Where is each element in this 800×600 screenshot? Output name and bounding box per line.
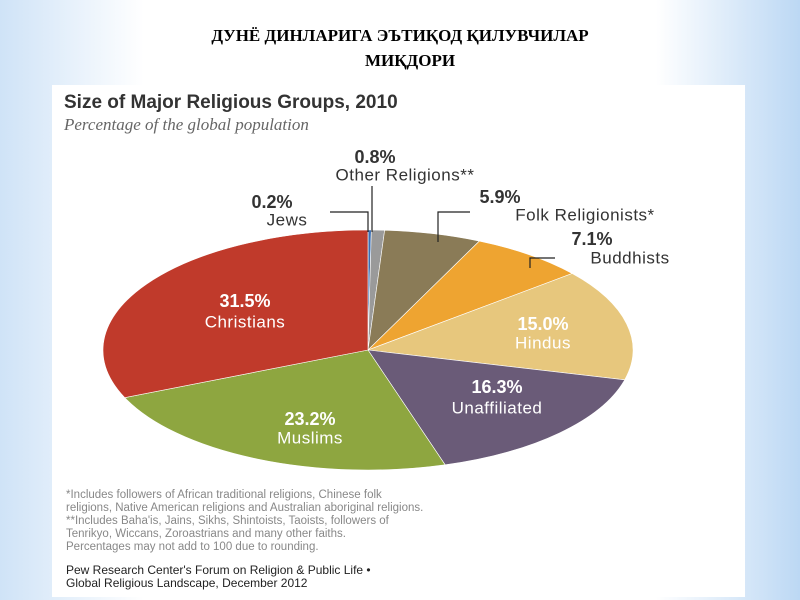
chart-title: Size of Major Religious Groups, 2010	[64, 92, 398, 113]
category-label: Other Religions**	[336, 165, 475, 184]
pie-slice	[367, 349, 626, 466]
category-label: Hindus	[515, 333, 571, 352]
category-label: Folk Religionists*	[515, 205, 654, 224]
value-label: 23.2%	[284, 409, 335, 429]
pie	[102, 229, 634, 471]
value-label: 31.5%	[219, 291, 270, 311]
source: Global Religious Landscape, December 201…	[66, 576, 308, 590]
slide-title: МИҚДОРИ	[365, 51, 455, 70]
chart-subtitle: Percentage of the global population	[63, 115, 309, 134]
value-label: 7.1%	[571, 229, 612, 249]
value-label: 0.8%	[354, 147, 395, 167]
pie-slice	[367, 240, 573, 351]
value-label: 16.3%	[471, 377, 522, 397]
leader-line	[529, 257, 555, 268]
slide-title: ДУНЁ ДИНЛАРИГА ЭЪТИҚОД ҚИЛУВЧИЛАР	[211, 26, 588, 45]
footnote: Tenrikyo, Wiccans, Zoroastrians and many…	[66, 528, 346, 540]
source: Pew Research Center's Forum on Religion …	[66, 563, 371, 577]
footnote: Percentages may not add to 100 due to ro…	[66, 541, 319, 553]
pie-slice	[102, 229, 369, 398]
pie-slice	[124, 349, 446, 471]
category-label: Buddhists	[590, 248, 669, 267]
category-label: Christians	[205, 312, 286, 331]
labels: 0.2%Jews 0.8%Other Religions**5.9%Folk Re…	[205, 147, 669, 448]
footnote: religions, Native American religions and…	[66, 502, 423, 514]
leader-line	[437, 211, 470, 242]
value-label: 5.9%	[479, 187, 520, 207]
footnote: *Includes followers of African tradition…	[66, 489, 382, 501]
value-label: 0.2%	[251, 192, 292, 212]
category-label: Jews	[267, 210, 308, 229]
category-label: Unaffiliated	[452, 398, 543, 417]
leader-line	[330, 211, 369, 232]
pie-slice	[367, 273, 634, 381]
footnotes: *Includes followers of African tradition…	[66, 489, 423, 590]
category-label: Muslims	[277, 428, 343, 447]
value-label: 15.0%	[517, 314, 568, 334]
footnote: **Includes Baha'is, Jains, Sikhs, Shinto…	[66, 515, 390, 527]
